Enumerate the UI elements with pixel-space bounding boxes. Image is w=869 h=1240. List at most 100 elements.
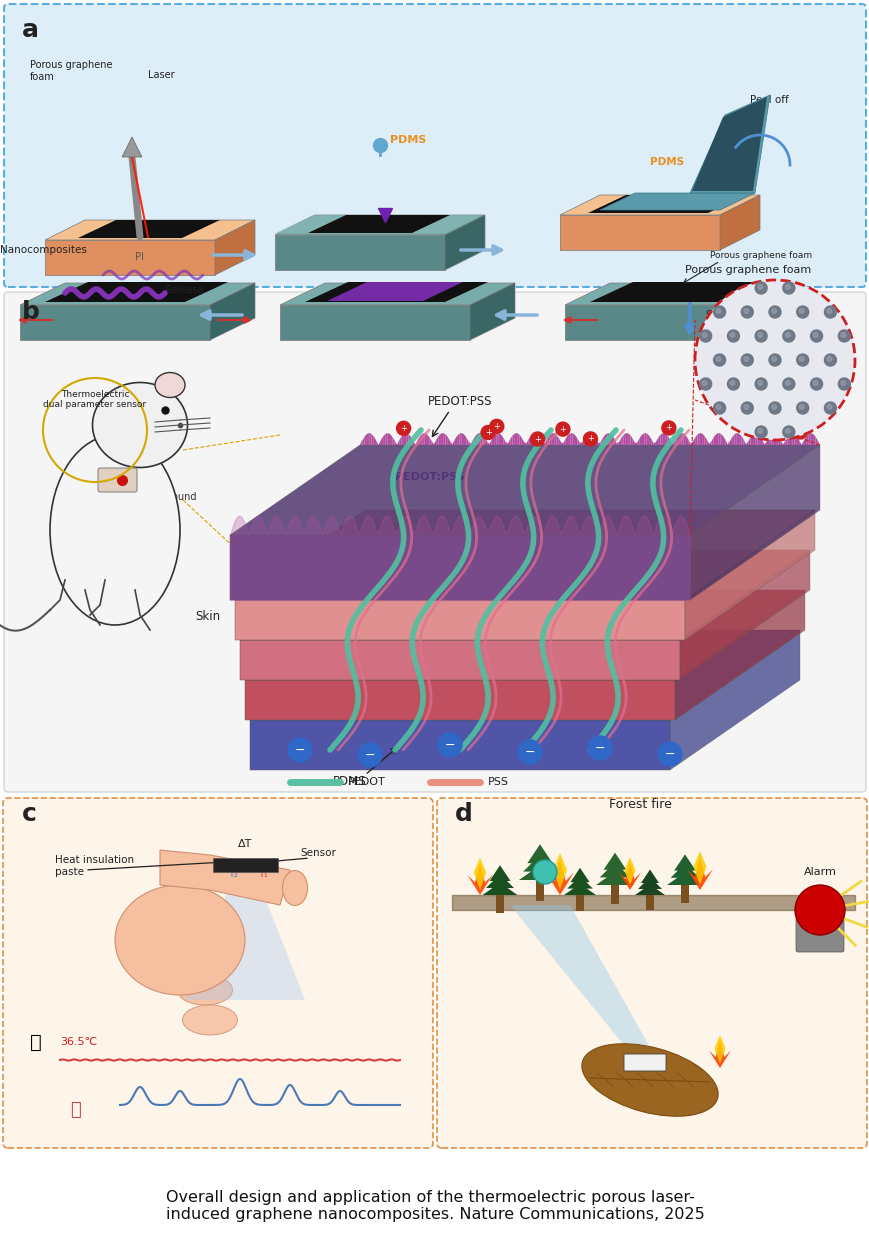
Ellipse shape xyxy=(177,975,232,1004)
Polygon shape xyxy=(456,434,459,445)
Circle shape xyxy=(826,357,831,361)
Polygon shape xyxy=(368,433,371,445)
Polygon shape xyxy=(694,434,697,445)
Polygon shape xyxy=(699,433,701,445)
Text: Skin: Skin xyxy=(195,610,220,622)
Text: +: + xyxy=(493,422,500,430)
Polygon shape xyxy=(496,433,498,445)
Polygon shape xyxy=(662,433,665,445)
Circle shape xyxy=(757,429,761,434)
Polygon shape xyxy=(371,434,374,445)
Circle shape xyxy=(699,378,711,391)
Ellipse shape xyxy=(92,382,188,467)
Polygon shape xyxy=(722,435,725,445)
Polygon shape xyxy=(600,438,602,445)
Polygon shape xyxy=(687,856,713,890)
Polygon shape xyxy=(519,866,561,880)
Text: +: + xyxy=(484,428,491,436)
Polygon shape xyxy=(275,215,484,236)
Circle shape xyxy=(768,402,780,414)
Polygon shape xyxy=(778,436,779,445)
Polygon shape xyxy=(503,438,505,445)
Polygon shape xyxy=(680,885,688,903)
Circle shape xyxy=(754,330,766,342)
Text: 🦶: 🦶 xyxy=(70,1101,81,1118)
Polygon shape xyxy=(589,281,773,303)
Polygon shape xyxy=(507,439,509,445)
Text: Nanocomposites: Nanocomposites xyxy=(0,246,87,255)
Polygon shape xyxy=(761,440,764,445)
Circle shape xyxy=(743,404,748,409)
Text: PEDOT: PEDOT xyxy=(348,777,385,787)
Polygon shape xyxy=(495,895,503,913)
Circle shape xyxy=(729,381,734,386)
Text: PEDOT:PSS: PEDOT:PSS xyxy=(428,396,492,408)
Circle shape xyxy=(793,425,806,439)
Polygon shape xyxy=(521,438,523,445)
Circle shape xyxy=(726,330,739,342)
Polygon shape xyxy=(616,443,618,445)
Polygon shape xyxy=(45,281,228,303)
Polygon shape xyxy=(655,438,658,445)
Polygon shape xyxy=(726,441,729,445)
Circle shape xyxy=(715,357,720,361)
Circle shape xyxy=(794,885,844,935)
Polygon shape xyxy=(567,875,592,889)
Text: ⬤  C: ⬤ C xyxy=(784,425,808,435)
Polygon shape xyxy=(360,440,362,445)
Circle shape xyxy=(771,357,775,361)
Text: 🌡: 🌡 xyxy=(30,1033,42,1052)
Polygon shape xyxy=(514,433,516,445)
Polygon shape xyxy=(653,441,655,445)
FancyBboxPatch shape xyxy=(98,467,136,492)
Polygon shape xyxy=(690,441,692,445)
Circle shape xyxy=(583,432,597,446)
Polygon shape xyxy=(564,305,754,340)
Polygon shape xyxy=(574,435,577,445)
Circle shape xyxy=(661,420,675,435)
Polygon shape xyxy=(403,433,406,445)
Polygon shape xyxy=(410,436,413,445)
Polygon shape xyxy=(160,849,289,905)
Text: PDMS: PDMS xyxy=(333,775,367,787)
Circle shape xyxy=(785,332,789,337)
Polygon shape xyxy=(773,433,775,445)
Polygon shape xyxy=(640,869,658,883)
Polygon shape xyxy=(602,435,604,445)
Polygon shape xyxy=(800,440,803,445)
Text: PDMS: PDMS xyxy=(374,522,406,532)
Polygon shape xyxy=(378,440,381,445)
Circle shape xyxy=(799,404,803,409)
Circle shape xyxy=(754,281,766,294)
Polygon shape xyxy=(611,435,614,445)
Polygon shape xyxy=(752,433,754,445)
Polygon shape xyxy=(209,283,255,340)
Circle shape xyxy=(517,740,541,764)
Polygon shape xyxy=(651,439,653,445)
Polygon shape xyxy=(671,441,673,445)
Polygon shape xyxy=(20,283,255,305)
Circle shape xyxy=(768,306,780,317)
Text: Porous graphene foam: Porous graphene foam xyxy=(684,265,810,275)
Polygon shape xyxy=(448,438,449,445)
Ellipse shape xyxy=(155,372,185,398)
Polygon shape xyxy=(469,283,514,340)
Polygon shape xyxy=(706,439,708,445)
Polygon shape xyxy=(782,440,785,445)
Polygon shape xyxy=(494,434,496,445)
Polygon shape xyxy=(779,440,782,445)
Polygon shape xyxy=(528,435,530,445)
Polygon shape xyxy=(435,436,438,445)
Polygon shape xyxy=(637,877,661,889)
Polygon shape xyxy=(558,438,561,445)
Polygon shape xyxy=(519,435,521,445)
Polygon shape xyxy=(240,640,680,680)
Polygon shape xyxy=(563,884,595,895)
Polygon shape xyxy=(486,874,514,888)
Circle shape xyxy=(437,733,461,756)
Polygon shape xyxy=(489,439,491,445)
Polygon shape xyxy=(553,853,567,889)
Circle shape xyxy=(740,402,753,414)
Polygon shape xyxy=(806,434,807,445)
Polygon shape xyxy=(646,895,653,910)
